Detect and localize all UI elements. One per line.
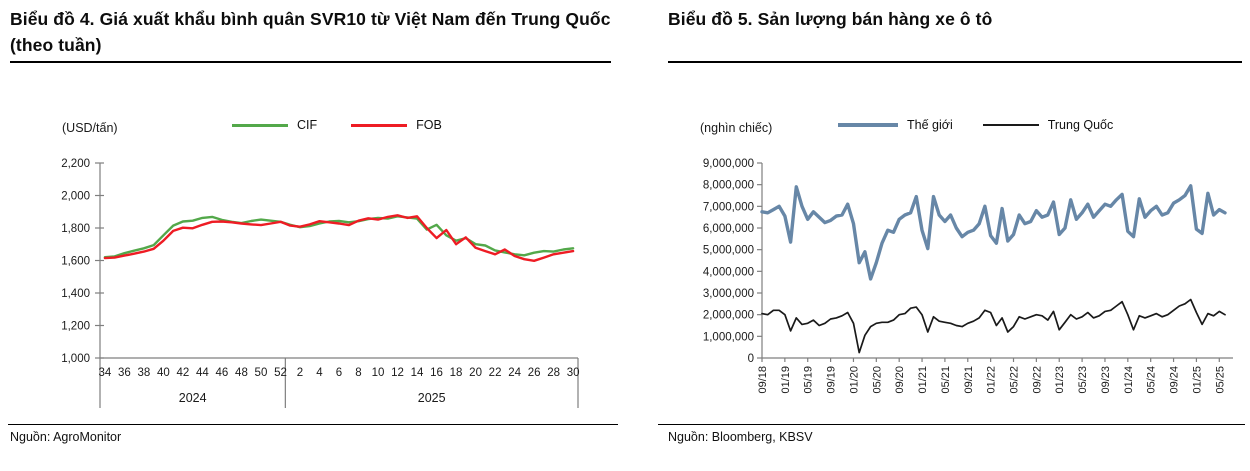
- svg-text:16: 16: [430, 367, 443, 379]
- chart4-footer-rule: [8, 424, 618, 425]
- svg-text:8,000,000: 8,000,000: [703, 180, 754, 192]
- svg-text:30: 30: [567, 367, 580, 379]
- svg-text:42: 42: [177, 367, 190, 379]
- svg-text:01/19: 01/19: [780, 366, 792, 394]
- svg-text:38: 38: [137, 367, 150, 379]
- svg-text:09/23: 09/23: [1100, 366, 1112, 394]
- auto-sales-chart: 0 1,000,000 2,000,000 3,000,000 4,000,000 5,0…: [703, 158, 1233, 394]
- svg-text:22: 22: [489, 367, 502, 379]
- svg-text:48: 48: [235, 367, 248, 379]
- svg-text:05/21: 05/21: [940, 366, 952, 394]
- svg-text:18: 18: [450, 367, 463, 379]
- svg-text:44: 44: [196, 367, 209, 379]
- svg-text:01/21: 01/21: [917, 366, 929, 394]
- svg-text:1,200: 1,200: [61, 321, 90, 333]
- svg-text:01/20: 01/20: [848, 366, 860, 394]
- legend-item-fob: FOB: [351, 118, 442, 132]
- svg-text:01/24: 01/24: [1123, 366, 1135, 394]
- svg-text:7,000,000: 7,000,000: [703, 201, 754, 213]
- legend-item-china: Trung Quốc: [982, 118, 1114, 132]
- svg-text:09/19: 09/19: [826, 366, 838, 394]
- svg-text:52: 52: [274, 367, 287, 379]
- svg-text:09/18: 09/18: [757, 366, 769, 394]
- svg-text:05/25: 05/25: [1214, 366, 1226, 394]
- svg-text:12: 12: [391, 367, 404, 379]
- world-legend-label: Thế giới: [907, 118, 953, 132]
- svg-text:2,200: 2,200: [61, 158, 90, 170]
- chart4-source: Nguồn: AgroMonitor: [10, 430, 122, 444]
- svg-text:05/23: 05/23: [1077, 366, 1089, 394]
- chart5-source: Nguồn: Bloomberg, KBSV: [668, 430, 813, 444]
- svg-text:8: 8: [355, 367, 361, 379]
- svg-text:10: 10: [372, 367, 385, 379]
- svg-text:2,000: 2,000: [61, 191, 90, 203]
- svg-text:50: 50: [255, 367, 268, 379]
- svg-text:3,000,000: 3,000,000: [703, 288, 754, 300]
- svg-text:2025: 2025: [418, 391, 446, 405]
- svg-text:09/20: 09/20: [894, 366, 906, 394]
- chart5-title: Biểu đồ 5. Sản lượng bán hàng xe ô tô: [668, 6, 1242, 63]
- svg-text:40: 40: [157, 367, 170, 379]
- chart4-legend: CIF FOB: [232, 118, 442, 132]
- legend-item-cif: CIF: [232, 118, 317, 132]
- chart5-footer-rule: [658, 424, 1245, 425]
- china-legend-label: Trung Quốc: [1047, 118, 1114, 132]
- svg-text:05/22: 05/22: [1009, 366, 1021, 394]
- svg-text:28: 28: [547, 367, 560, 379]
- chart4-title: Biểu đồ 4. Giá xuất khẩu bình quân SVR10…: [10, 6, 611, 63]
- svg-text:2,000,000: 2,000,000: [703, 310, 754, 322]
- svg-text:9,000,000: 9,000,000: [703, 158, 754, 170]
- svg-text:34: 34: [98, 367, 111, 379]
- svg-text:09/21: 09/21: [963, 366, 975, 394]
- cif-line-swatch: [232, 123, 288, 127]
- chart5-unit-label: (nghìn chiếc): [700, 121, 773, 135]
- svg-text:01/23: 01/23: [1054, 366, 1066, 394]
- fob-legend-label: FOB: [416, 118, 442, 132]
- svg-text:1,000,000: 1,000,000: [703, 331, 754, 343]
- svg-text:1,600: 1,600: [61, 256, 90, 268]
- fob-line-swatch: [351, 123, 408, 127]
- svg-text:2: 2: [297, 367, 303, 379]
- chart4-unit-label: (USD/tấn): [62, 121, 118, 135]
- svg-text:0: 0: [748, 353, 754, 365]
- svg-text:5,000,000: 5,000,000: [703, 245, 754, 257]
- legend-item-world: Thế giới: [838, 118, 953, 132]
- svg-text:05/24: 05/24: [1146, 366, 1158, 394]
- svg-text:09/24: 09/24: [1169, 366, 1181, 394]
- world-line-swatch: [838, 123, 898, 127]
- svg-text:26: 26: [528, 367, 541, 379]
- svg-text:14: 14: [411, 367, 424, 379]
- svg-text:01/22: 01/22: [986, 366, 998, 394]
- svg-text:20: 20: [469, 367, 482, 379]
- svg-text:2024: 2024: [179, 391, 207, 405]
- china-line-swatch: [982, 124, 1039, 126]
- svr10-price-chart: 1,000 1,200 1,400 1,600 1,800 2,000 2,200 34 36 3…: [61, 158, 580, 408]
- svg-text:4,000,000: 4,000,000: [703, 266, 754, 278]
- svg-text:1,400: 1,400: [61, 288, 90, 300]
- svg-text:01/25: 01/25: [1191, 366, 1203, 394]
- svg-text:36: 36: [118, 367, 131, 379]
- svg-text:24: 24: [508, 367, 521, 379]
- svg-text:05/19: 05/19: [803, 366, 815, 394]
- svg-text:1,800: 1,800: [61, 223, 90, 235]
- cif-legend-label: CIF: [297, 118, 318, 132]
- svg-text:46: 46: [216, 367, 229, 379]
- svg-text:6: 6: [336, 367, 342, 379]
- svg-text:6,000,000: 6,000,000: [703, 223, 754, 235]
- svg-text:1,000: 1,000: [61, 353, 90, 365]
- chart5-legend: Thế giới Trung Quốc: [838, 118, 1113, 132]
- svg-text:4: 4: [316, 367, 323, 379]
- svg-text:09/22: 09/22: [1031, 366, 1043, 394]
- svg-text:05/20: 05/20: [871, 366, 883, 394]
